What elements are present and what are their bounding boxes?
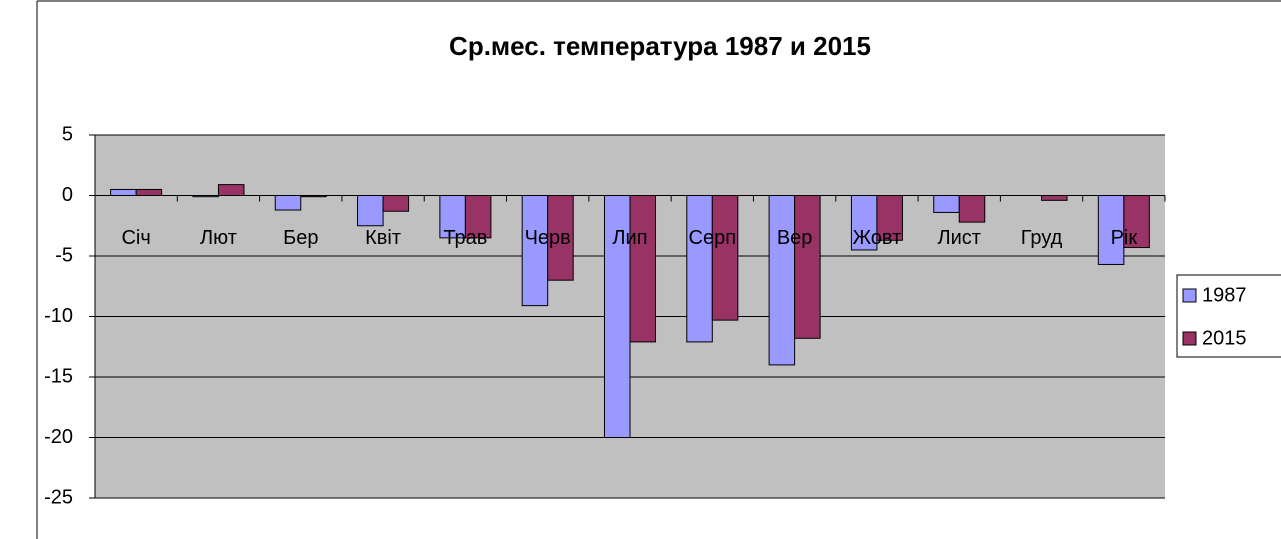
bar (850, 195, 878, 251)
bar (274, 195, 302, 211)
bar (217, 184, 245, 197)
y-tick-label: -5 (55, 244, 73, 266)
bar (711, 195, 739, 321)
bar (629, 195, 657, 343)
bar (521, 195, 549, 307)
bar (1097, 195, 1125, 265)
legend-swatch (1182, 331, 1197, 346)
bar (547, 195, 574, 281)
bar (768, 195, 796, 366)
bar (1041, 195, 1068, 201)
bar (603, 195, 631, 438)
bar (686, 195, 713, 343)
x-tick-label: Лист (937, 227, 980, 249)
x-tick-label: Січ (121, 227, 150, 249)
y-tick-label: -25 (44, 486, 73, 508)
bar (876, 195, 903, 241)
bar (958, 195, 986, 223)
x-tick-label: Трав (443, 227, 487, 249)
y-tick-label: -20 (44, 426, 73, 448)
bar (135, 188, 163, 196)
bar (382, 195, 410, 212)
x-tick-label: Груд (1021, 227, 1063, 249)
x-tick-label: Лют (200, 227, 237, 249)
y-tick-label: -10 (44, 305, 73, 327)
x-tick-label: Жовт (853, 227, 902, 249)
bar (933, 195, 960, 213)
x-tick-label: Квіт (365, 227, 401, 249)
x-tick-label: Серп (689, 227, 737, 249)
chart-title: Ср.мес. температура 1987 и 2015 (449, 31, 871, 61)
bar (794, 195, 821, 339)
bar (439, 195, 466, 239)
x-tick-label: Бер (283, 227, 318, 249)
x-tick-label: Черв (525, 227, 571, 249)
bar (110, 188, 137, 196)
x-tick-label: Вер (777, 227, 813, 249)
x-tick-label: Лип (612, 227, 647, 249)
bar (357, 195, 384, 227)
legend-label: 1987 (1202, 284, 1247, 306)
y-tick-label: 5 (62, 123, 73, 145)
y-tick-label: -15 (44, 365, 73, 387)
legend-label: 2015 (1202, 327, 1247, 349)
y-tick-label: 0 (62, 184, 73, 206)
legend-swatch (1182, 288, 1197, 303)
x-tick-label: Рік (1111, 227, 1138, 249)
